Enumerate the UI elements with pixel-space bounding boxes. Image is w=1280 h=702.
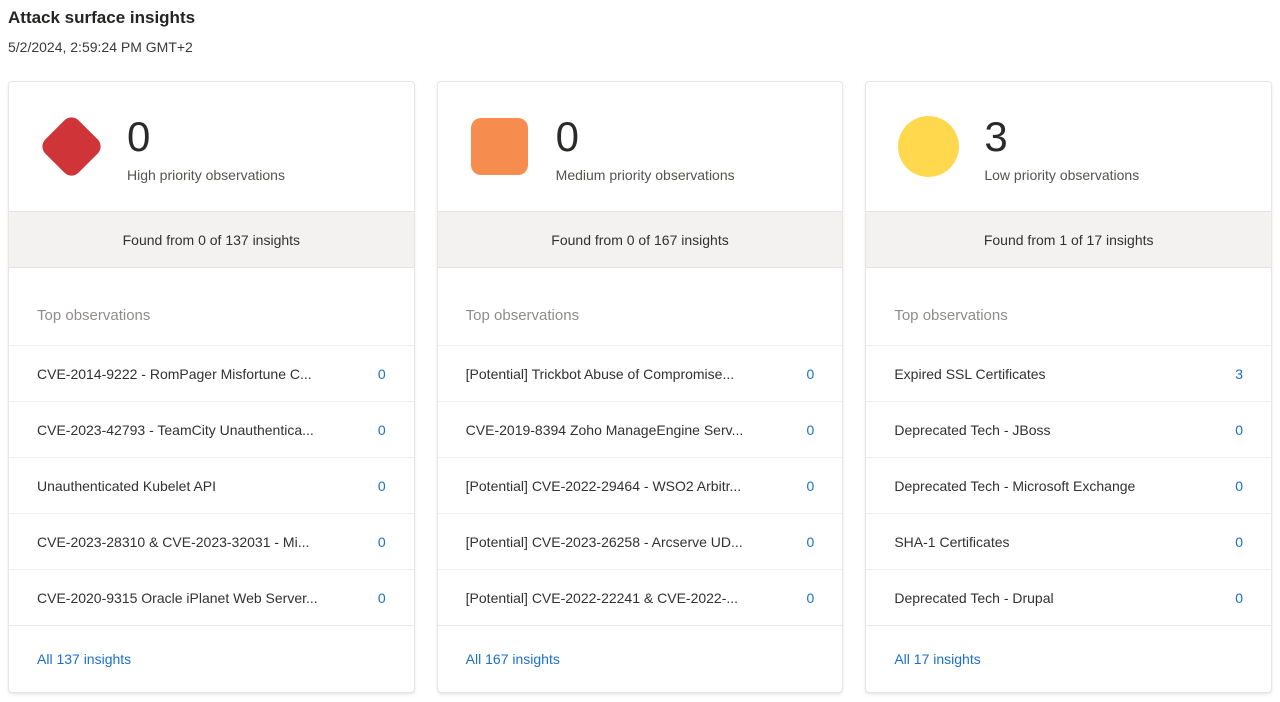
observation-row-label: [Potential] CVE-2023-26258 - Arcserve UD… xyxy=(465,533,743,550)
card-medium-header: 0 Medium priority observations xyxy=(438,82,843,211)
observation-row-label: CVE-2023-42793 - TeamCity Unauthentica..… xyxy=(37,421,314,438)
low-priority-circle-icon xyxy=(897,116,959,177)
observation-row[interactable]: Expired SSL Certificates 3 xyxy=(866,346,1272,402)
high-observation-count: 0 xyxy=(127,112,151,160)
all-insights-link[interactable]: All 167 insights xyxy=(465,651,560,667)
card-low-priority: 3 Low priority observations Found from 1… xyxy=(865,81,1273,693)
card-medium-priority: 0 Medium priority observations Found fro… xyxy=(436,81,844,693)
observation-row-count: 0 xyxy=(377,365,386,382)
observation-row[interactable]: Deprecated Tech - Drupal 0 xyxy=(866,570,1272,626)
observation-row-count: 0 xyxy=(806,533,815,550)
observation-row[interactable]: Deprecated Tech - JBoss 0 xyxy=(866,402,1272,458)
high-severity-icon-box xyxy=(37,113,105,181)
observation-row-label: Unauthenticated Kubelet API xyxy=(37,477,217,494)
observation-row[interactable]: [Potential] CVE-2022-22241 & CVE-2022-..… xyxy=(437,570,843,626)
observation-row[interactable]: CVE-2014-9222 - RomPager Misfortune C...… xyxy=(9,346,414,402)
observation-row-count: 0 xyxy=(1235,477,1244,494)
observation-row[interactable]: CVE-2020-9315 Oracle iPlanet Web Server.… xyxy=(9,570,414,626)
observation-row[interactable]: SHA-1 Certificates 0 xyxy=(866,514,1272,570)
medium-severity-icon-box xyxy=(466,113,534,181)
card-high-header: 0 High priority observations xyxy=(9,82,414,211)
observation-row[interactable]: Unauthenticated Kubelet API 0 xyxy=(9,458,414,514)
all-insights-link[interactable]: All 137 insights xyxy=(37,651,132,667)
observation-row[interactable]: CVE-2023-28310 & CVE-2023-32031 - Mi... … xyxy=(9,514,414,570)
observation-row-label: Expired SSL Certificates xyxy=(894,365,1046,382)
card-low-header-text: 3 Low priority observations xyxy=(984,111,1139,183)
observation-row-label: Deprecated Tech - Microsoft Exchange xyxy=(894,477,1136,494)
observation-row-label: Deprecated Tech - JBoss xyxy=(894,421,1051,438)
low-observation-label: Low priority observations xyxy=(984,166,1140,183)
low-severity-icon-box xyxy=(894,113,962,181)
low-top-observations-header: Top observations xyxy=(866,268,1272,346)
observation-row-label: SHA-1 Certificates xyxy=(894,533,1010,550)
high-priority-diamond-icon xyxy=(37,113,105,180)
observation-row-count: 0 xyxy=(806,421,815,438)
card-high-priority: 0 High priority observations Found from … xyxy=(8,81,415,693)
observation-row[interactable]: [Potential] CVE-2023-26258 - Arcserve UD… xyxy=(437,514,843,570)
observation-row-count: 0 xyxy=(1235,421,1244,438)
observation-row-count: 0 xyxy=(806,477,815,494)
page-title: Attack surface insights xyxy=(8,8,196,27)
all-insights-link[interactable]: All 17 insights xyxy=(894,651,981,667)
observation-row[interactable]: CVE-2019-8394 Zoho ManageEngine Serv... … xyxy=(437,402,843,458)
medium-found-banner: Found from 0 of 167 insights xyxy=(437,211,843,268)
card-low-footer: All 17 insights xyxy=(866,625,1272,692)
observation-row-label: [Potential] CVE-2022-29464 - WSO2 Arbitr… xyxy=(465,477,742,494)
card-medium-header-text: 0 Medium priority observations xyxy=(556,111,735,183)
low-found-banner: Found from 1 of 17 insights xyxy=(866,211,1272,268)
observation-row-count: 0 xyxy=(806,589,815,606)
insight-cards-container: 0 High priority observations Found from … xyxy=(8,81,1273,693)
observation-row[interactable]: [Potential] Trickbot Abuse of Compromise… xyxy=(437,346,843,402)
observation-row-label: [Potential] Trickbot Abuse of Compromise… xyxy=(465,365,735,382)
observation-row[interactable]: [Potential] CVE-2022-29464 - WSO2 Arbitr… xyxy=(437,458,843,514)
observation-row-count: 0 xyxy=(377,533,386,550)
observation-row[interactable]: Deprecated Tech - Microsoft Exchange 0 xyxy=(866,458,1272,514)
high-observation-label: High priority observations xyxy=(127,166,285,183)
high-top-observations-header: Top observations xyxy=(9,268,414,346)
observation-row-label: CVE-2023-28310 & CVE-2023-32031 - Mi... xyxy=(37,533,310,550)
observation-row-label: CVE-2019-8394 Zoho ManageEngine Serv... xyxy=(465,421,744,438)
observation-row-label: CVE-2020-9315 Oracle iPlanet Web Server.… xyxy=(37,589,318,606)
card-medium-footer: All 167 insights xyxy=(437,625,843,692)
observation-row-count: 0 xyxy=(806,365,815,382)
page-timestamp: 5/2/2024, 2:59:24 PM GMT+2 xyxy=(8,39,193,55)
observation-row-count: 0 xyxy=(1235,533,1244,550)
medium-observation-label: Medium priority observations xyxy=(555,166,735,183)
medium-priority-square-icon xyxy=(471,118,529,175)
observation-row-count: 0 xyxy=(377,589,386,606)
observation-row[interactable]: CVE-2023-42793 - TeamCity Unauthentica..… xyxy=(9,402,414,458)
observation-row-count: 0 xyxy=(377,477,386,494)
medium-observation-count: 0 xyxy=(555,112,580,160)
high-found-banner: Found from 0 of 137 insights xyxy=(9,211,414,268)
observation-row-count: 0 xyxy=(1235,589,1244,606)
observation-row-label: Deprecated Tech - Drupal xyxy=(894,589,1054,606)
low-observation-count: 3 xyxy=(984,112,1008,160)
card-high-footer: All 137 insights xyxy=(9,625,414,692)
card-high-header-text: 0 High priority observations xyxy=(127,111,285,183)
observation-row-count: 3 xyxy=(1235,365,1244,382)
card-low-header: 3 Low priority observations xyxy=(866,82,1271,211)
observation-row-count: 0 xyxy=(377,421,386,438)
medium-top-observations-header: Top observations xyxy=(437,268,843,346)
observation-row-label: [Potential] CVE-2022-22241 & CVE-2022-..… xyxy=(465,589,739,606)
observation-row-label: CVE-2014-9222 - RomPager Misfortune C... xyxy=(37,365,312,382)
